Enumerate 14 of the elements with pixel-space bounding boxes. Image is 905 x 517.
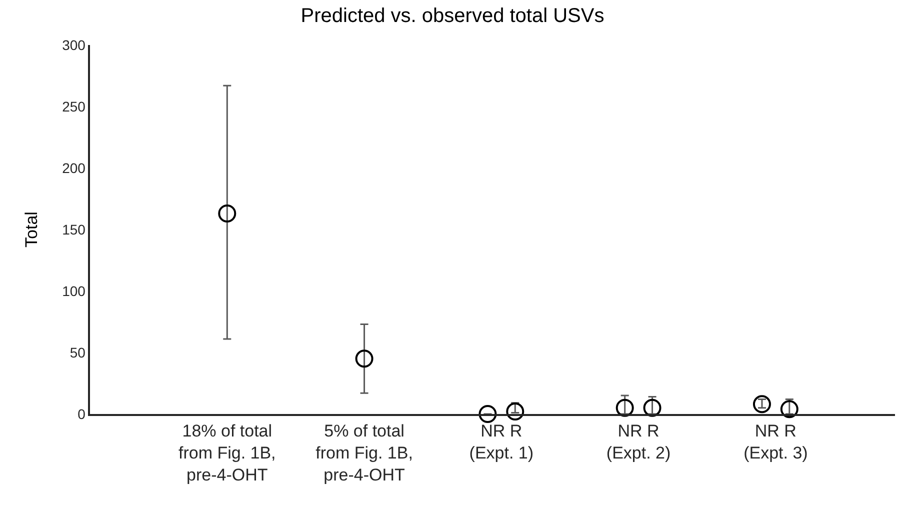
x-tick-label: 18% of total from Fig. 1B, pre-4-OHT (178, 421, 276, 485)
x-tick-label: NR R (Expt. 3) (744, 421, 808, 462)
y-tick-label: 200 (62, 160, 86, 176)
y-tick-label: 100 (62, 282, 86, 299)
y-axis-title: Total (22, 212, 42, 248)
x-tick-label: NR R (Expt. 2) (606, 421, 671, 462)
x-tick-label: NR R (Expt. 1) (469, 421, 534, 462)
y-tick-label: 300 (62, 36, 86, 53)
x-tick-label: 5% of total from Fig. 1B, pre-4-OHT (316, 421, 413, 485)
chart-title: Predicted vs. observed total USVs (300, 4, 604, 27)
y-tick-label: 250 (62, 98, 86, 114)
y-tick-label: 50 (70, 344, 86, 360)
y-tick-label: 0 (78, 406, 86, 422)
y-tick-label: 150 (62, 221, 86, 238)
